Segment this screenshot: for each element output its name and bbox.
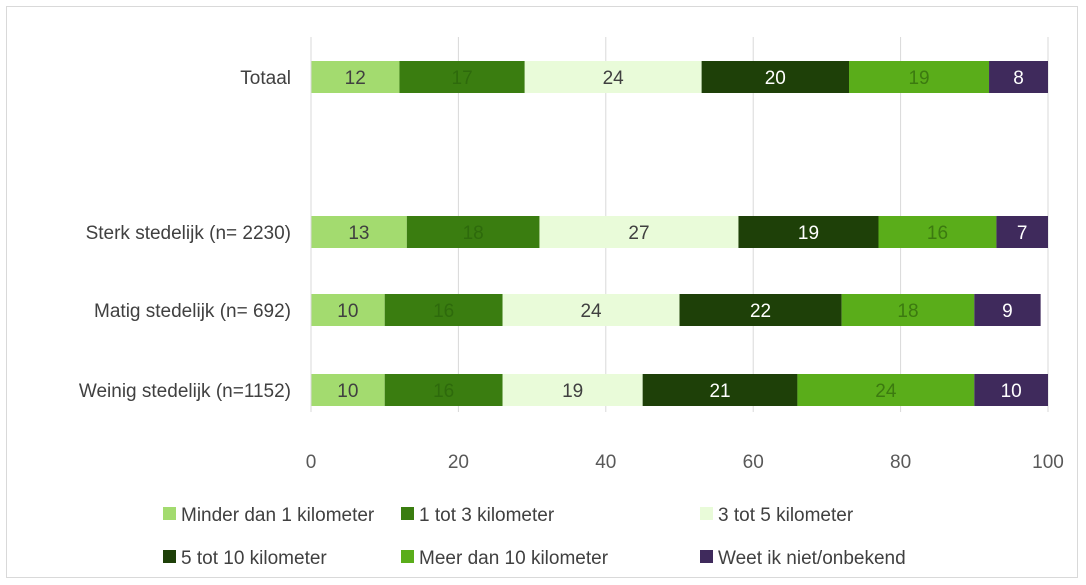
x-tick-label: 100 <box>1032 452 1064 473</box>
legend-label: Meer dan 10 kilometer <box>419 548 609 569</box>
data-label: 20 <box>765 68 786 89</box>
bar-segment <box>679 294 842 326</box>
bar-segment <box>311 294 385 326</box>
bar-segment <box>384 374 503 406</box>
data-label: 9 <box>1002 301 1013 322</box>
bar-segment <box>399 61 525 93</box>
data-label: 18 <box>897 301 918 322</box>
data-label: 7 <box>1017 223 1028 244</box>
legend-label: 3 tot 5 kilometer <box>718 505 854 526</box>
data-label: 13 <box>348 223 369 244</box>
bar-segment <box>502 294 680 326</box>
x-tick-label: 80 <box>890 452 911 473</box>
legend-label: Minder dan 1 kilometer <box>181 505 375 526</box>
data-label: 12 <box>345 68 366 89</box>
data-label: 16 <box>433 381 454 402</box>
data-label: 24 <box>875 381 897 402</box>
data-label: 18 <box>463 223 484 244</box>
legend-label: Weet ik niet/onbekend <box>718 548 906 569</box>
data-label: 10 <box>1001 381 1022 402</box>
bar-segment <box>539 216 739 248</box>
bar-segment <box>878 216 997 248</box>
data-label: 8 <box>1013 68 1024 89</box>
bar-segment <box>524 61 702 93</box>
data-label: 10 <box>337 301 358 322</box>
legend-swatch <box>401 550 414 563</box>
bar-segment <box>642 374 798 406</box>
x-tick-label: 60 <box>743 452 764 473</box>
bar-segment <box>311 374 385 406</box>
bar-segment <box>974 294 1041 326</box>
legend-swatch <box>700 507 713 520</box>
data-label: 22 <box>750 301 771 322</box>
data-label: 27 <box>628 223 649 244</box>
bar-segment <box>989 61 1048 93</box>
chart-frame: 12 17 24 20 19 8 Totaal 13 18 27 19 16 7 Sterk stedel… <box>6 6 1078 578</box>
category-label: Totaal <box>240 68 291 89</box>
data-label: 16 <box>433 301 454 322</box>
data-label: 17 <box>452 68 473 89</box>
bar-segment <box>311 216 407 248</box>
data-label: 24 <box>580 301 602 322</box>
legend-label: 5 tot 10 kilometer <box>181 548 327 569</box>
legend-swatch <box>163 550 176 563</box>
bar-segment <box>384 294 503 326</box>
bar-segment <box>738 216 879 248</box>
data-label: 19 <box>562 381 583 402</box>
data-label: 16 <box>927 223 948 244</box>
legend-swatch <box>700 550 713 563</box>
legend-swatch <box>401 507 414 520</box>
data-label: 19 <box>798 223 819 244</box>
bar-segment <box>406 216 540 248</box>
legend-label: 1 tot 3 kilometer <box>419 505 555 526</box>
bar-segment <box>502 374 643 406</box>
x-tick-label: 40 <box>595 452 616 473</box>
bar-segment <box>797 374 975 406</box>
bar-segment <box>311 61 400 93</box>
legend-swatch <box>163 507 176 520</box>
category-label: Matig stedelijk (n= 692) <box>94 301 291 322</box>
data-label: 19 <box>908 68 929 89</box>
bar-segment <box>974 374 1048 406</box>
data-label: 24 <box>603 68 625 89</box>
category-label: Sterk stedelijk (n= 2230) <box>86 223 291 244</box>
data-label: 21 <box>709 381 730 402</box>
x-tick-label: 20 <box>448 452 469 473</box>
bar-segment <box>841 294 975 326</box>
bar-segment <box>701 61 850 93</box>
data-label: 10 <box>337 381 358 402</box>
bar-segment <box>996 216 1048 248</box>
stacked-bar-chart: 12 17 24 20 19 8 Totaal 13 18 27 19 16 7 Sterk stedel… <box>79 37 1064 569</box>
bar-segment <box>849 61 990 93</box>
category-label: Weinig stedelijk (n=1152) <box>79 381 291 402</box>
x-tick-label: 0 <box>306 452 317 473</box>
